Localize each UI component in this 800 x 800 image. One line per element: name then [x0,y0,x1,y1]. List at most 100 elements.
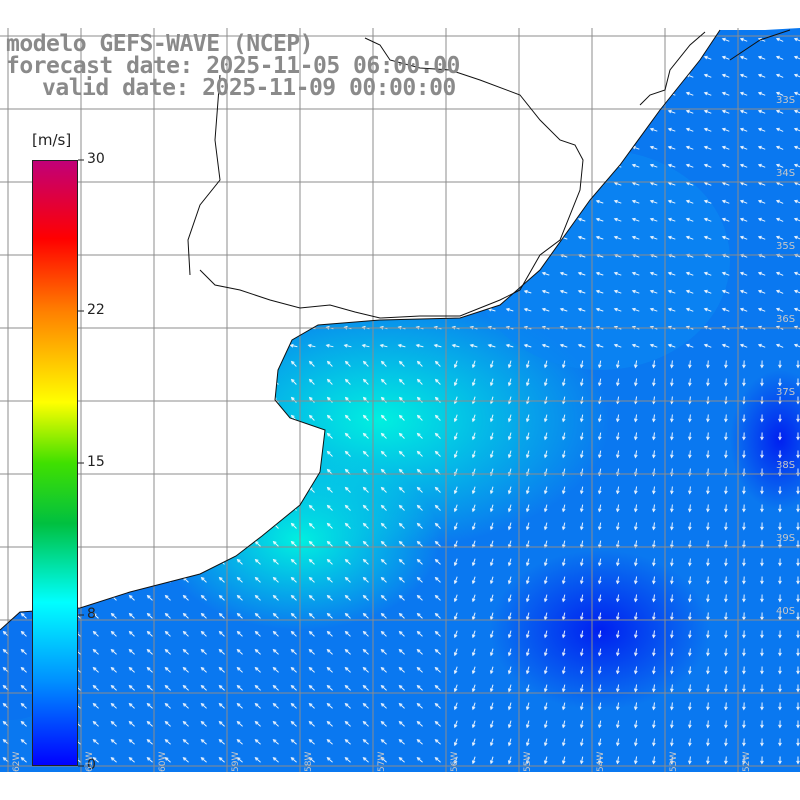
wind-arrow [543,648,548,657]
wind-arrow [434,522,441,529]
wind-arrow [670,432,674,441]
wind-arrow [706,504,710,513]
wind-arrow [778,558,782,567]
wind-arrow [742,738,746,747]
lon-label: 53W [669,751,679,772]
wind-arrow [742,756,746,765]
wind-arrow [218,594,225,601]
wind-arrow [380,522,387,529]
wind-arrow [561,756,566,765]
wind-arrow [724,450,728,459]
wind-arrow [326,360,333,367]
wind-arrow [775,235,784,240]
wind-arrow [182,630,189,637]
wind-arrow [236,738,243,745]
wind-arrow [670,702,674,711]
wind-arrow [416,540,423,547]
wind-arrow [724,522,728,531]
wind-arrow [525,720,530,729]
wind-arrow [308,540,315,547]
lat-label: 35S [776,241,796,252]
wind-arrow [778,702,782,711]
wind-arrow [631,343,640,348]
wind-arrow [706,756,710,765]
wind-arrow [561,414,566,423]
wind-arrow [667,109,676,114]
wind-arrow [453,432,458,441]
wind-arrow [685,109,694,114]
wind-arrow [796,594,800,603]
lon-label: 52W [742,751,752,772]
wind-arrow [577,271,586,276]
wind-arrow [778,432,782,441]
lat-lon-grid [0,28,800,772]
wind-arrow [525,666,530,675]
wind-arrow [182,684,189,691]
wind-arrow [398,432,405,439]
wind-arrow [595,199,604,204]
wind-arrow [721,127,730,132]
wind-arrow [757,235,766,240]
wind-arrow [308,612,315,619]
wind-arrow [595,289,604,294]
wind-arrow [742,630,746,639]
wind-arrow [670,558,674,567]
wind-arrow [20,648,27,655]
wind-arrow [128,630,135,637]
wind-arrow [507,720,512,729]
wind-arrow [649,307,658,312]
wind-arrow [290,576,297,583]
wind-arrow [559,271,568,276]
wind-arrow [633,378,638,387]
wind-arrow [434,666,441,673]
wind-arrow [685,127,694,132]
wind-arrow [471,450,476,459]
wind-arrow [146,666,153,673]
wind-arrow [380,540,387,547]
wind-arrow [453,576,458,585]
wind-arrow [164,630,171,637]
wind-arrow [652,756,656,765]
wind-arrow [796,522,800,531]
wind-arrow [272,648,279,655]
wind-arrow [434,558,441,565]
wind-arrow [272,756,279,763]
wind-arrow [489,522,494,531]
wind-arrow [471,522,476,531]
wind-arrow [778,684,782,693]
wind-arrow [631,181,640,186]
wind-arrow [398,666,405,673]
wind-arrow [110,612,117,619]
wind-arrow [200,756,207,763]
wind-arrow [289,343,298,348]
wind-arrow [775,145,784,150]
wind-arrow [344,450,351,457]
wind-arrow [543,684,548,693]
wind-arrow [308,396,315,403]
wind-arrow [416,558,423,565]
wind-arrow [434,702,441,709]
wind-arrow [434,360,441,367]
wind-arrow [633,576,638,585]
wind-arrow [703,55,712,60]
wind-arrow [525,576,530,585]
wind-arrow [362,594,369,601]
wind-arrow [670,594,674,603]
wind-arrow [236,612,243,619]
wind-arrow [525,630,530,639]
lon-label: 61W [85,751,95,772]
wind-arrow [757,109,766,114]
wind-arrow [218,612,225,619]
lon-label: 57W [377,751,387,772]
wind-arrow [775,127,784,132]
wind-arrow [416,450,423,457]
wind-arrow [218,666,225,673]
wind-arrow [559,307,568,312]
wind-arrow [721,145,730,150]
wind-arrow [200,738,207,745]
wind-arrow [597,450,602,459]
wind-arrow [471,360,476,369]
wind-arrow [290,558,297,565]
wind-arrow [796,702,800,711]
wind-arrow [775,217,784,222]
